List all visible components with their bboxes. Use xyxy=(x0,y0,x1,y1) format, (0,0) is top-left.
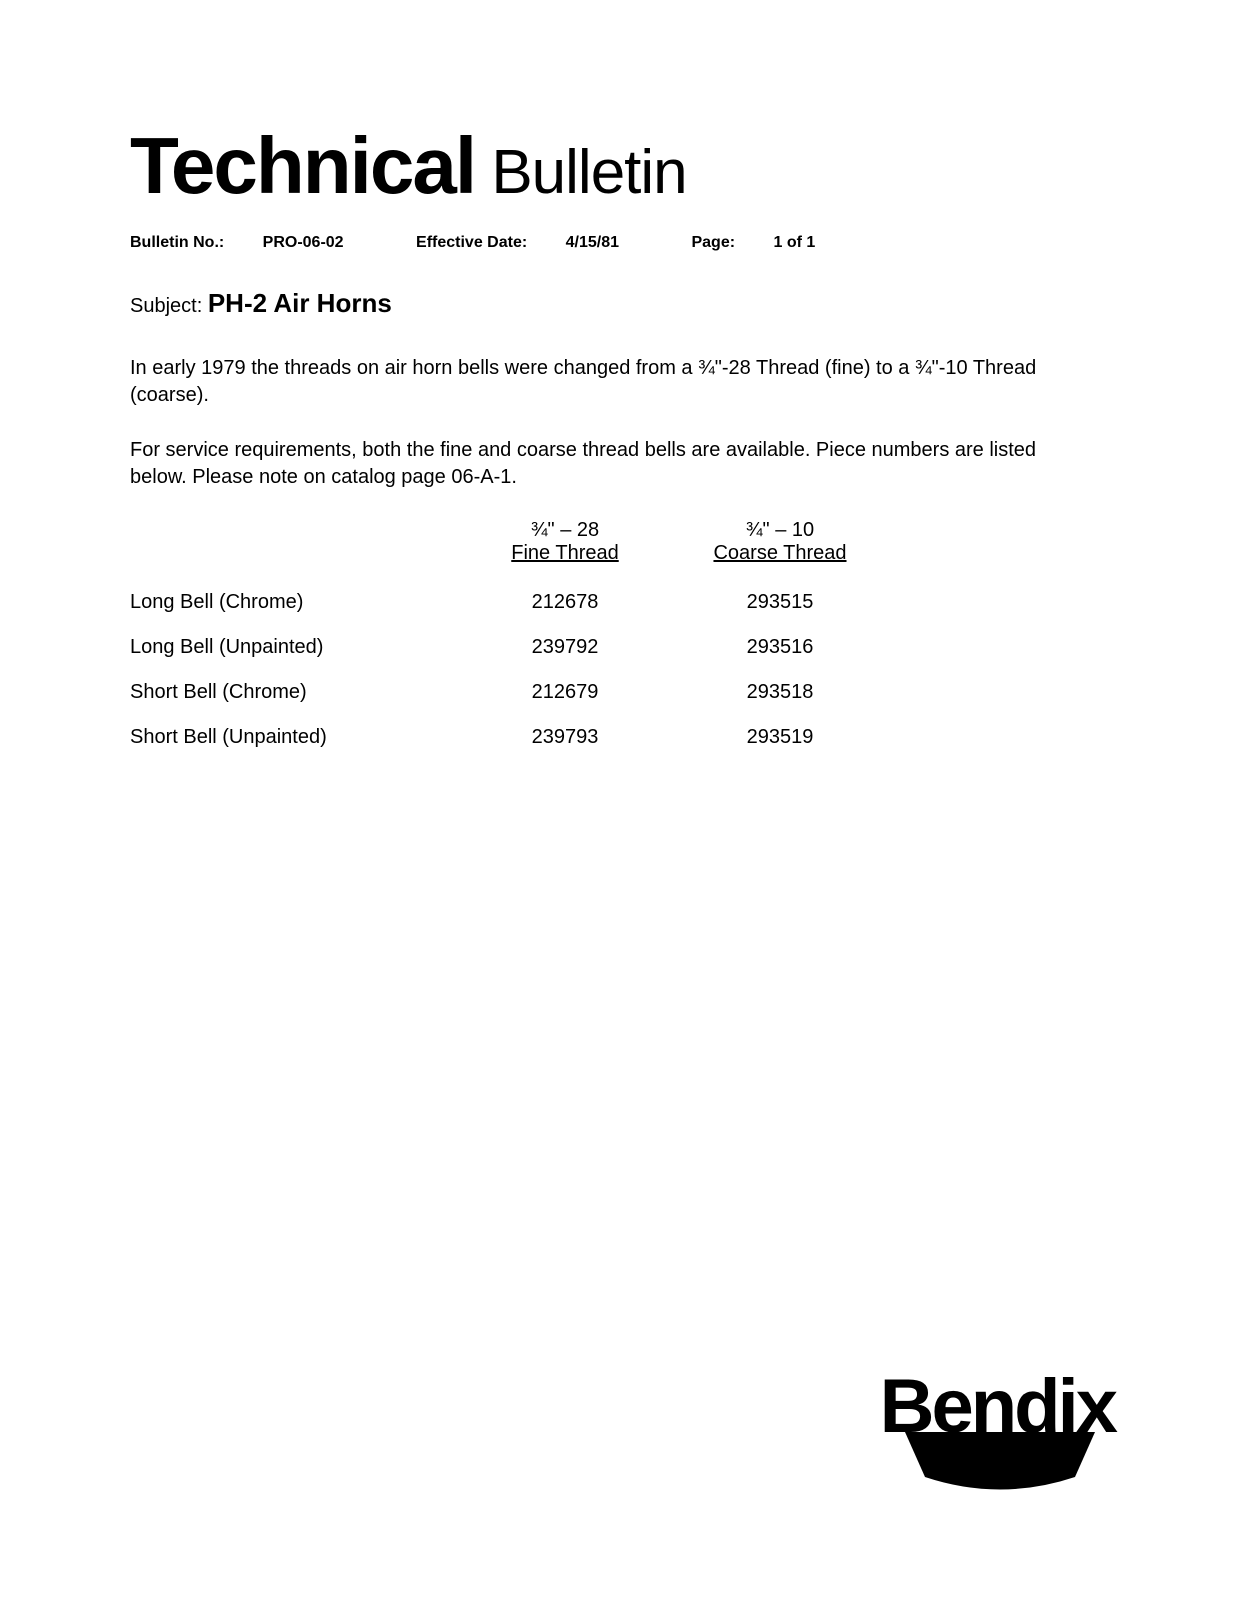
cell-desc: Long Bell (Chrome) xyxy=(130,569,460,614)
cell-fine: 212678 xyxy=(460,569,670,614)
page-number: Page: 1 of 1 xyxy=(691,234,849,251)
effective-date: Effective Date: 4/15/81 xyxy=(416,234,653,251)
cell-coarse: 293518 xyxy=(670,659,890,704)
cell-desc: Short Bell (Chrome) xyxy=(130,659,460,704)
cell-desc: Long Bell (Unpainted) xyxy=(130,614,460,659)
table-row: Short Bell (Chrome) 212679 293518 xyxy=(130,659,890,704)
table-row: Long Bell (Unpainted) 239792 293516 xyxy=(130,614,890,659)
logo-text: Bendix xyxy=(880,1375,1115,1440)
parts-table: ¾" – 28 Fine Thread ¾" – 10 Coarse Threa… xyxy=(130,519,890,749)
table-header-fine: ¾" – 28 Fine Thread xyxy=(460,519,670,569)
title-strong: Technical xyxy=(130,121,475,210)
cell-fine: 239793 xyxy=(460,704,670,749)
cell-coarse: 293519 xyxy=(670,704,890,749)
brand-logo: Bendix xyxy=(880,1375,1115,1492)
table-header-coarse: ¾" – 10 Coarse Thread xyxy=(670,519,890,569)
body-paragraph-1: In early 1979 the threads on air horn be… xyxy=(130,355,1050,409)
document-title: Technical Bulletin xyxy=(130,120,1107,212)
table-header-desc xyxy=(130,519,460,569)
cell-coarse: 293515 xyxy=(670,569,890,614)
page: Technical Bulletin Bulletin No.: PRO-06-… xyxy=(0,0,1237,1600)
table-row: Long Bell (Chrome) 212678 293515 xyxy=(130,569,890,614)
table-row: Short Bell (Unpainted) 239793 293519 xyxy=(130,704,890,749)
meta-line: Bulletin No.: PRO-06-02 Effective Date: … xyxy=(130,234,1107,252)
logo-swoosh-icon xyxy=(885,1432,1115,1492)
bulletin-no: Bulletin No.: PRO-06-02 xyxy=(130,234,378,251)
subject-line: Subject: PH-2 Air Horns xyxy=(130,288,1107,319)
subject-label: Subject: xyxy=(130,295,208,317)
cell-desc: Short Bell (Unpainted) xyxy=(130,704,460,749)
cell-fine: 239792 xyxy=(460,614,670,659)
title-light: Bulletin xyxy=(475,138,687,207)
cell-fine: 212679 xyxy=(460,659,670,704)
cell-coarse: 293516 xyxy=(670,614,890,659)
body-paragraph-2: For service requirements, both the fine … xyxy=(130,437,1050,491)
subject-value: PH-2 Air Horns xyxy=(208,288,392,318)
